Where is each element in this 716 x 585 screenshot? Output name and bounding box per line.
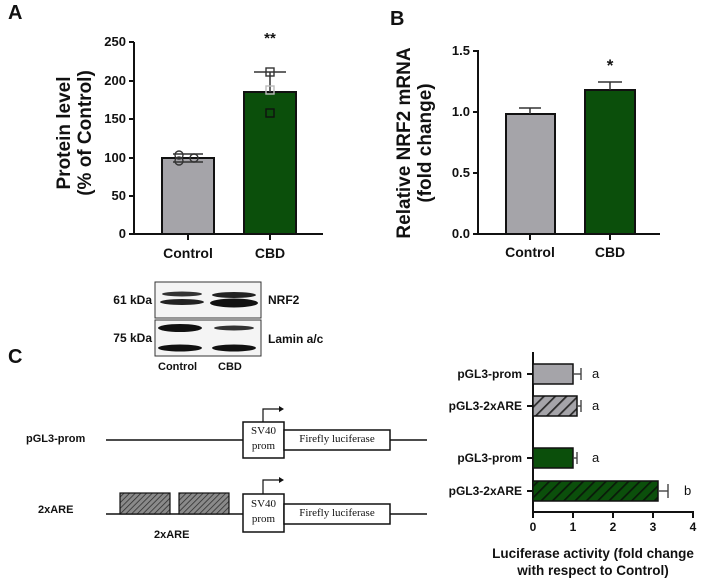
panel-b-ylabel-line1: Relative NRF2 mRNA	[394, 47, 415, 239]
panel-c-bar-label: pGL3-2xARE	[448, 399, 522, 413]
promoter-label-line2: prom	[251, 513, 276, 525]
panel-b-letter: B	[390, 8, 405, 30]
blot-lane-control: Control	[158, 361, 198, 373]
panel-c-xtick: 0	[529, 520, 537, 534]
panel-b-category-control: Control	[505, 244, 555, 260]
panel-c-stat-letter: a	[592, 398, 600, 413]
panel-a-ytick: 100	[104, 150, 126, 165]
panel-c-xlabel: Luciferase activity (fold change with re…	[470, 545, 716, 579]
promoter-label-line1: SV40	[250, 498, 277, 510]
panel-b-bar-cbd	[584, 89, 636, 235]
panel-c-bar-4	[532, 480, 659, 502]
panel-b-category-cbd: CBD	[594, 244, 626, 260]
blot-protein-nrf2: NRF2	[268, 293, 300, 307]
panel-c-stat-letter: a	[592, 366, 600, 381]
panel-c-xtick: 4	[689, 520, 697, 534]
reporter-label-1: Firefly luciferase	[299, 433, 375, 445]
panel-b-ytick: 1.0	[451, 104, 470, 119]
panel-c-bar-label: pGL3-2xARE	[448, 484, 522, 498]
panel-b-ylabel-line2: (fold change)	[415, 83, 436, 203]
panel-a-category-control: Control	[163, 245, 213, 261]
panel-c-bar-1	[532, 363, 574, 385]
panel-b-ytick: 1.5	[451, 43, 470, 58]
panel-b-significance: *	[606, 56, 614, 75]
panel-c-xtick: 2	[609, 520, 617, 534]
panel-b-error-bars	[519, 81, 622, 114]
panel-a-ytick: 250	[104, 34, 126, 49]
panel-a-ytick: 150	[104, 111, 126, 126]
panel-a-ytick: 200	[104, 73, 126, 88]
panel-c-stat-letter: b	[684, 483, 692, 498]
panel-c-letter: C	[8, 346, 23, 368]
promoter-box-1: SV40 prom	[243, 424, 284, 454]
panel-c-xtick: 1	[569, 520, 577, 534]
panel-c-xlabel-line1: Luciferase activity (fold change	[492, 546, 694, 561]
reporter-label-2: Firefly luciferase	[299, 507, 375, 519]
panel-a-letter: A	[8, 2, 23, 24]
panel-a-category-cbd: CBD	[254, 245, 286, 261]
panel-c-xtick: 3	[649, 520, 657, 534]
element-label-2xare: 2xARE	[154, 529, 190, 541]
panel-a-ytick: 0	[118, 226, 126, 241]
panel-b-bar-control	[505, 113, 556, 235]
panel-b-ytick: 0.5	[451, 165, 470, 180]
construct-diagram	[106, 406, 427, 533]
panel-c-xlabel-line2: with respect to Control)	[517, 563, 669, 578]
blot-marker-75kda: 75 kDa	[113, 331, 152, 345]
construct-label-2xare: 2xARE	[38, 504, 74, 516]
panel-a-points	[174, 67, 275, 166]
panel-b-ylabel: Relative NRF2 mRNA (fold change)	[394, 38, 436, 248]
western-blot	[154, 281, 262, 357]
panel-c-error-bars	[573, 368, 669, 498]
panel-c-bar-label: pGL3-prom	[457, 451, 522, 465]
blot-lane-cbd: CBD	[218, 361, 242, 373]
blot-marker-61kda: 61 kDa	[113, 293, 152, 307]
promoter-box-2: SV40 prom	[243, 497, 284, 527]
panel-a-bar-control	[161, 157, 215, 235]
panel-c-bar-3	[532, 447, 574, 469]
construct-label-pgl3-prom: pGL3-prom	[26, 433, 86, 445]
promoter-label-line1: SV40	[250, 425, 277, 437]
panel-c-bar-label: pGL3-prom	[457, 367, 522, 381]
promoter-label-line2: prom	[251, 440, 276, 452]
panel-a-significance: **	[264, 30, 276, 47]
panel-b-ytick: 0.0	[451, 226, 470, 241]
panel-c-stat-letter: a	[592, 450, 600, 465]
panel-a-ytick: 50	[111, 188, 126, 203]
panel-a-bar-cbd	[243, 91, 297, 235]
blot-protein-lamin: Lamin a/c	[268, 332, 324, 346]
panel-c-bar-2	[532, 395, 578, 417]
